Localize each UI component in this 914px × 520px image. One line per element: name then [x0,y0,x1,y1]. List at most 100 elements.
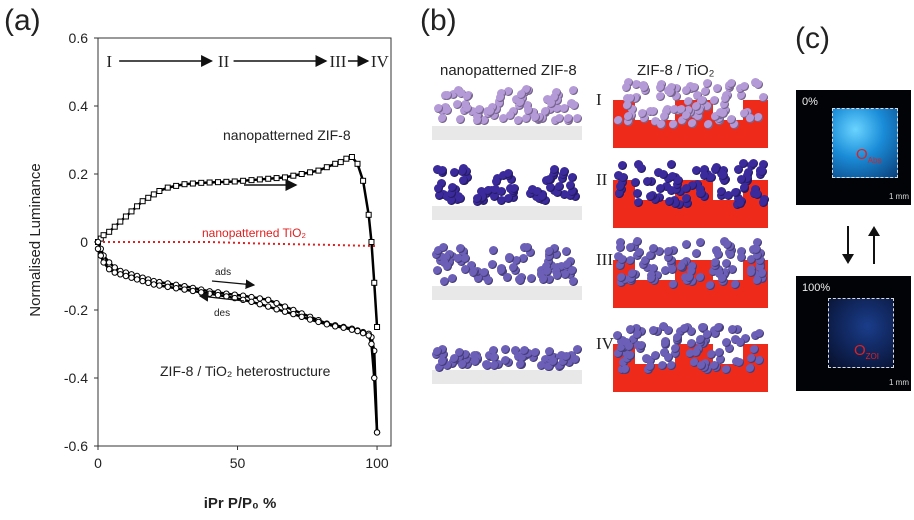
data-point-square [371,279,378,286]
x-tick-label: 0 [94,455,102,471]
series-line-1 [98,241,378,248]
nanoparticle [636,163,646,173]
data-point-square [290,172,297,179]
nanoparticle [438,243,448,253]
nanoparticle [483,361,493,371]
y-tick-label: 0.6 [69,30,89,46]
nanoparticle [692,102,702,112]
row-label-III: III [596,250,613,269]
nanoparticle [614,348,624,358]
nanoparticle [620,364,630,374]
nanoparticle [706,280,716,290]
nanoparticle [713,322,723,332]
nanoparticle [484,186,494,195]
data-point-square [206,179,213,186]
nanoparticle [692,248,702,258]
nanoparticle [473,274,483,284]
nanoparticle [677,104,687,114]
nanoparticle [721,364,731,374]
data-point-square [156,188,163,194]
pressure-label-0: 0% [802,96,818,108]
nanoparticle [713,84,723,94]
nanoparticle [545,346,555,356]
nanoparticle [739,183,749,193]
nanoparticle [490,185,500,195]
nanoparticle [719,171,729,181]
nanoparticle [568,266,578,276]
nanoparticle [616,260,626,270]
nanoparticle [714,348,724,358]
nanoparticle [671,84,681,94]
nanoparticle [726,114,736,124]
nanoparticle [721,93,731,103]
nanoparticle [741,333,751,343]
series-group [94,154,381,436]
nanoparticle [523,348,533,358]
nanoparticle [472,193,482,203]
nanoparticle [456,244,466,254]
nanoparticle [624,112,634,122]
nanoparticle [692,347,702,357]
nanoparticle [724,344,734,354]
nanoparticle [688,261,698,271]
nanoparticle [734,165,744,175]
arrow-up-head-icon [868,226,880,236]
nanoparticle [686,339,696,349]
tio2-base [613,364,768,392]
data-point-circle [128,274,135,281]
nanoparticle [538,275,548,285]
data-point-circle [365,332,372,339]
nanoparticle [632,237,642,247]
nanoparticle [623,116,633,126]
data-point-square [368,239,375,245]
nanoparticle [739,159,749,169]
data-point-circle [206,290,213,297]
nanoparticle [562,246,572,256]
nanoparticle [438,356,448,366]
data-point-circle [100,259,107,266]
row-label-I: I [596,90,602,109]
nanoparticle [682,111,692,121]
nanoparticle [555,361,565,371]
data-point-square [150,191,157,198]
nanoparticle [671,348,681,358]
nanoparticle [633,329,643,339]
nanoparticle [516,275,526,285]
nanoparticle [690,83,700,93]
nanoparticle [649,325,659,335]
nanoparticle [486,106,496,116]
data-point-square [106,228,113,235]
nanoparticle [663,246,673,256]
nanoparticle [627,273,637,283]
nanoparticle [686,266,696,276]
nanoparticle [693,180,703,190]
data-point-square [337,159,344,166]
nanoparticle [565,180,575,190]
nanoparticle [569,100,579,110]
nanoparticle [682,85,692,95]
data-point-circle [94,238,102,246]
nanoparticle [490,110,500,120]
nanoparticle [510,184,520,194]
nanoparticle [616,181,626,191]
data-point-circle [290,310,297,318]
nanoparticle [666,82,676,92]
nanoparticle [552,270,562,280]
nanoparticle [699,322,709,332]
series-line-2 [96,241,379,433]
nanoparticle [637,327,647,337]
nanoparticle [617,343,627,353]
stage-labels: I II III IV [106,52,389,71]
nanoparticle [737,175,747,185]
nanoparticle [550,243,560,253]
data-point-circle [315,318,322,326]
data-point-square [307,169,314,176]
nanoparticle [646,361,656,371]
nanoparticle [522,100,532,110]
nanoparticle [540,196,550,206]
nanoparticle [455,114,465,124]
data-point-circle [105,266,113,273]
y-tick-label: 0.4 [69,98,89,114]
nanoparticle [684,273,694,283]
nanoparticle [639,113,649,123]
